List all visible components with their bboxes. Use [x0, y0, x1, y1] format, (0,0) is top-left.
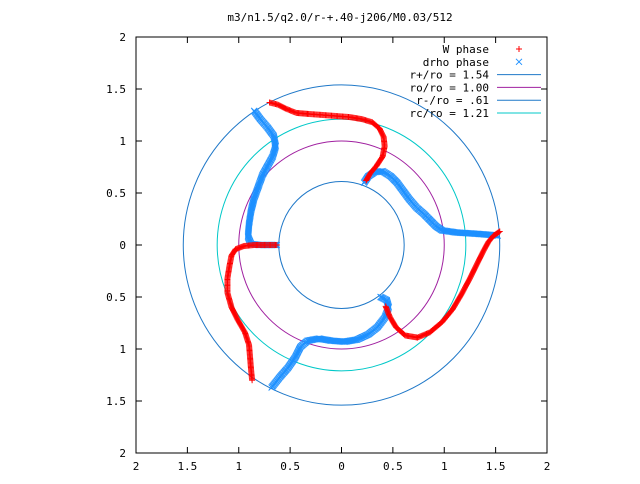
legend-swatch-1 [515, 58, 523, 66]
legend-label-5: rc/ro = 1.21 [410, 107, 489, 120]
y-tick-label-5: 0.5 [106, 187, 126, 200]
x-tick-label-8: 2 [544, 460, 551, 473]
y-tick-label-4: 0 [119, 239, 126, 252]
x-tick-label-3: 0.5 [280, 460, 300, 473]
x-tick-label-0: 2 [133, 460, 140, 473]
legend-swatch-0 [516, 46, 522, 52]
legend-label-2: r+/ro = 1.54 [410, 69, 490, 82]
data-point-s1-a1-44-d2 [269, 152, 277, 159]
legend-swatch-1-d2 [515, 58, 523, 66]
data-point-s0-a1-146 [363, 176, 370, 183]
y-tick-label-8: 2 [119, 31, 126, 44]
y-tick-label-7: 1.5 [106, 83, 126, 96]
data-point-s0-a0-159 [382, 303, 389, 310]
y-tick-label-2: 1 [119, 343, 126, 356]
y-tick-label-3: 0.5 [106, 291, 126, 304]
data-point-s1-a2-147-d2 [377, 293, 384, 301]
legend-label-1: drho phase [423, 56, 489, 69]
axes-layer: 2 1.5 1 0.5 0 0.5 1 1.5 221.510.500.511.52 [106, 31, 550, 473]
reference-circle-2 [278, 181, 405, 309]
data-point-s0-a2-154 [273, 242, 280, 248]
x-tick-label-5: 0.5 [383, 460, 403, 473]
x-tick-label-6: 1 [441, 460, 448, 473]
data-point-s1-a1-44 [269, 152, 277, 159]
data-point-s1-a2-147 [377, 293, 384, 301]
plot-layer [182, 84, 503, 406]
data-point-s1-a1-115-d2 [244, 232, 252, 239]
y-tick-label-1: 1.5 [106, 395, 126, 408]
legend-label-4: r-/ro = .61 [416, 94, 489, 107]
legend-label-3: ro/ro = 1.00 [410, 81, 489, 94]
y-tick-label-6: 1 [119, 135, 126, 148]
data-point-s1-a0-45-d2 [441, 227, 448, 235]
reference-circle-0 [182, 84, 501, 406]
series-1 [244, 107, 502, 391]
chart-title: m3/n1.5/q2.0/r-+.40-j206/M0.03/512 [227, 11, 452, 24]
x-tick-label-1: 1.5 [177, 460, 197, 473]
series-0 [224, 99, 503, 384]
x-tick-label-4: 0 [338, 460, 345, 473]
data-point-s0-a1-147 [363, 177, 370, 184]
y-tick-label-0: 2 [119, 447, 126, 460]
data-point-s1-a0-46-d2 [440, 227, 447, 234]
legend-label-0: W phase [443, 43, 489, 56]
x-tick-label-2: 1 [235, 460, 242, 473]
x-tick-label-7: 1.5 [486, 460, 506, 473]
